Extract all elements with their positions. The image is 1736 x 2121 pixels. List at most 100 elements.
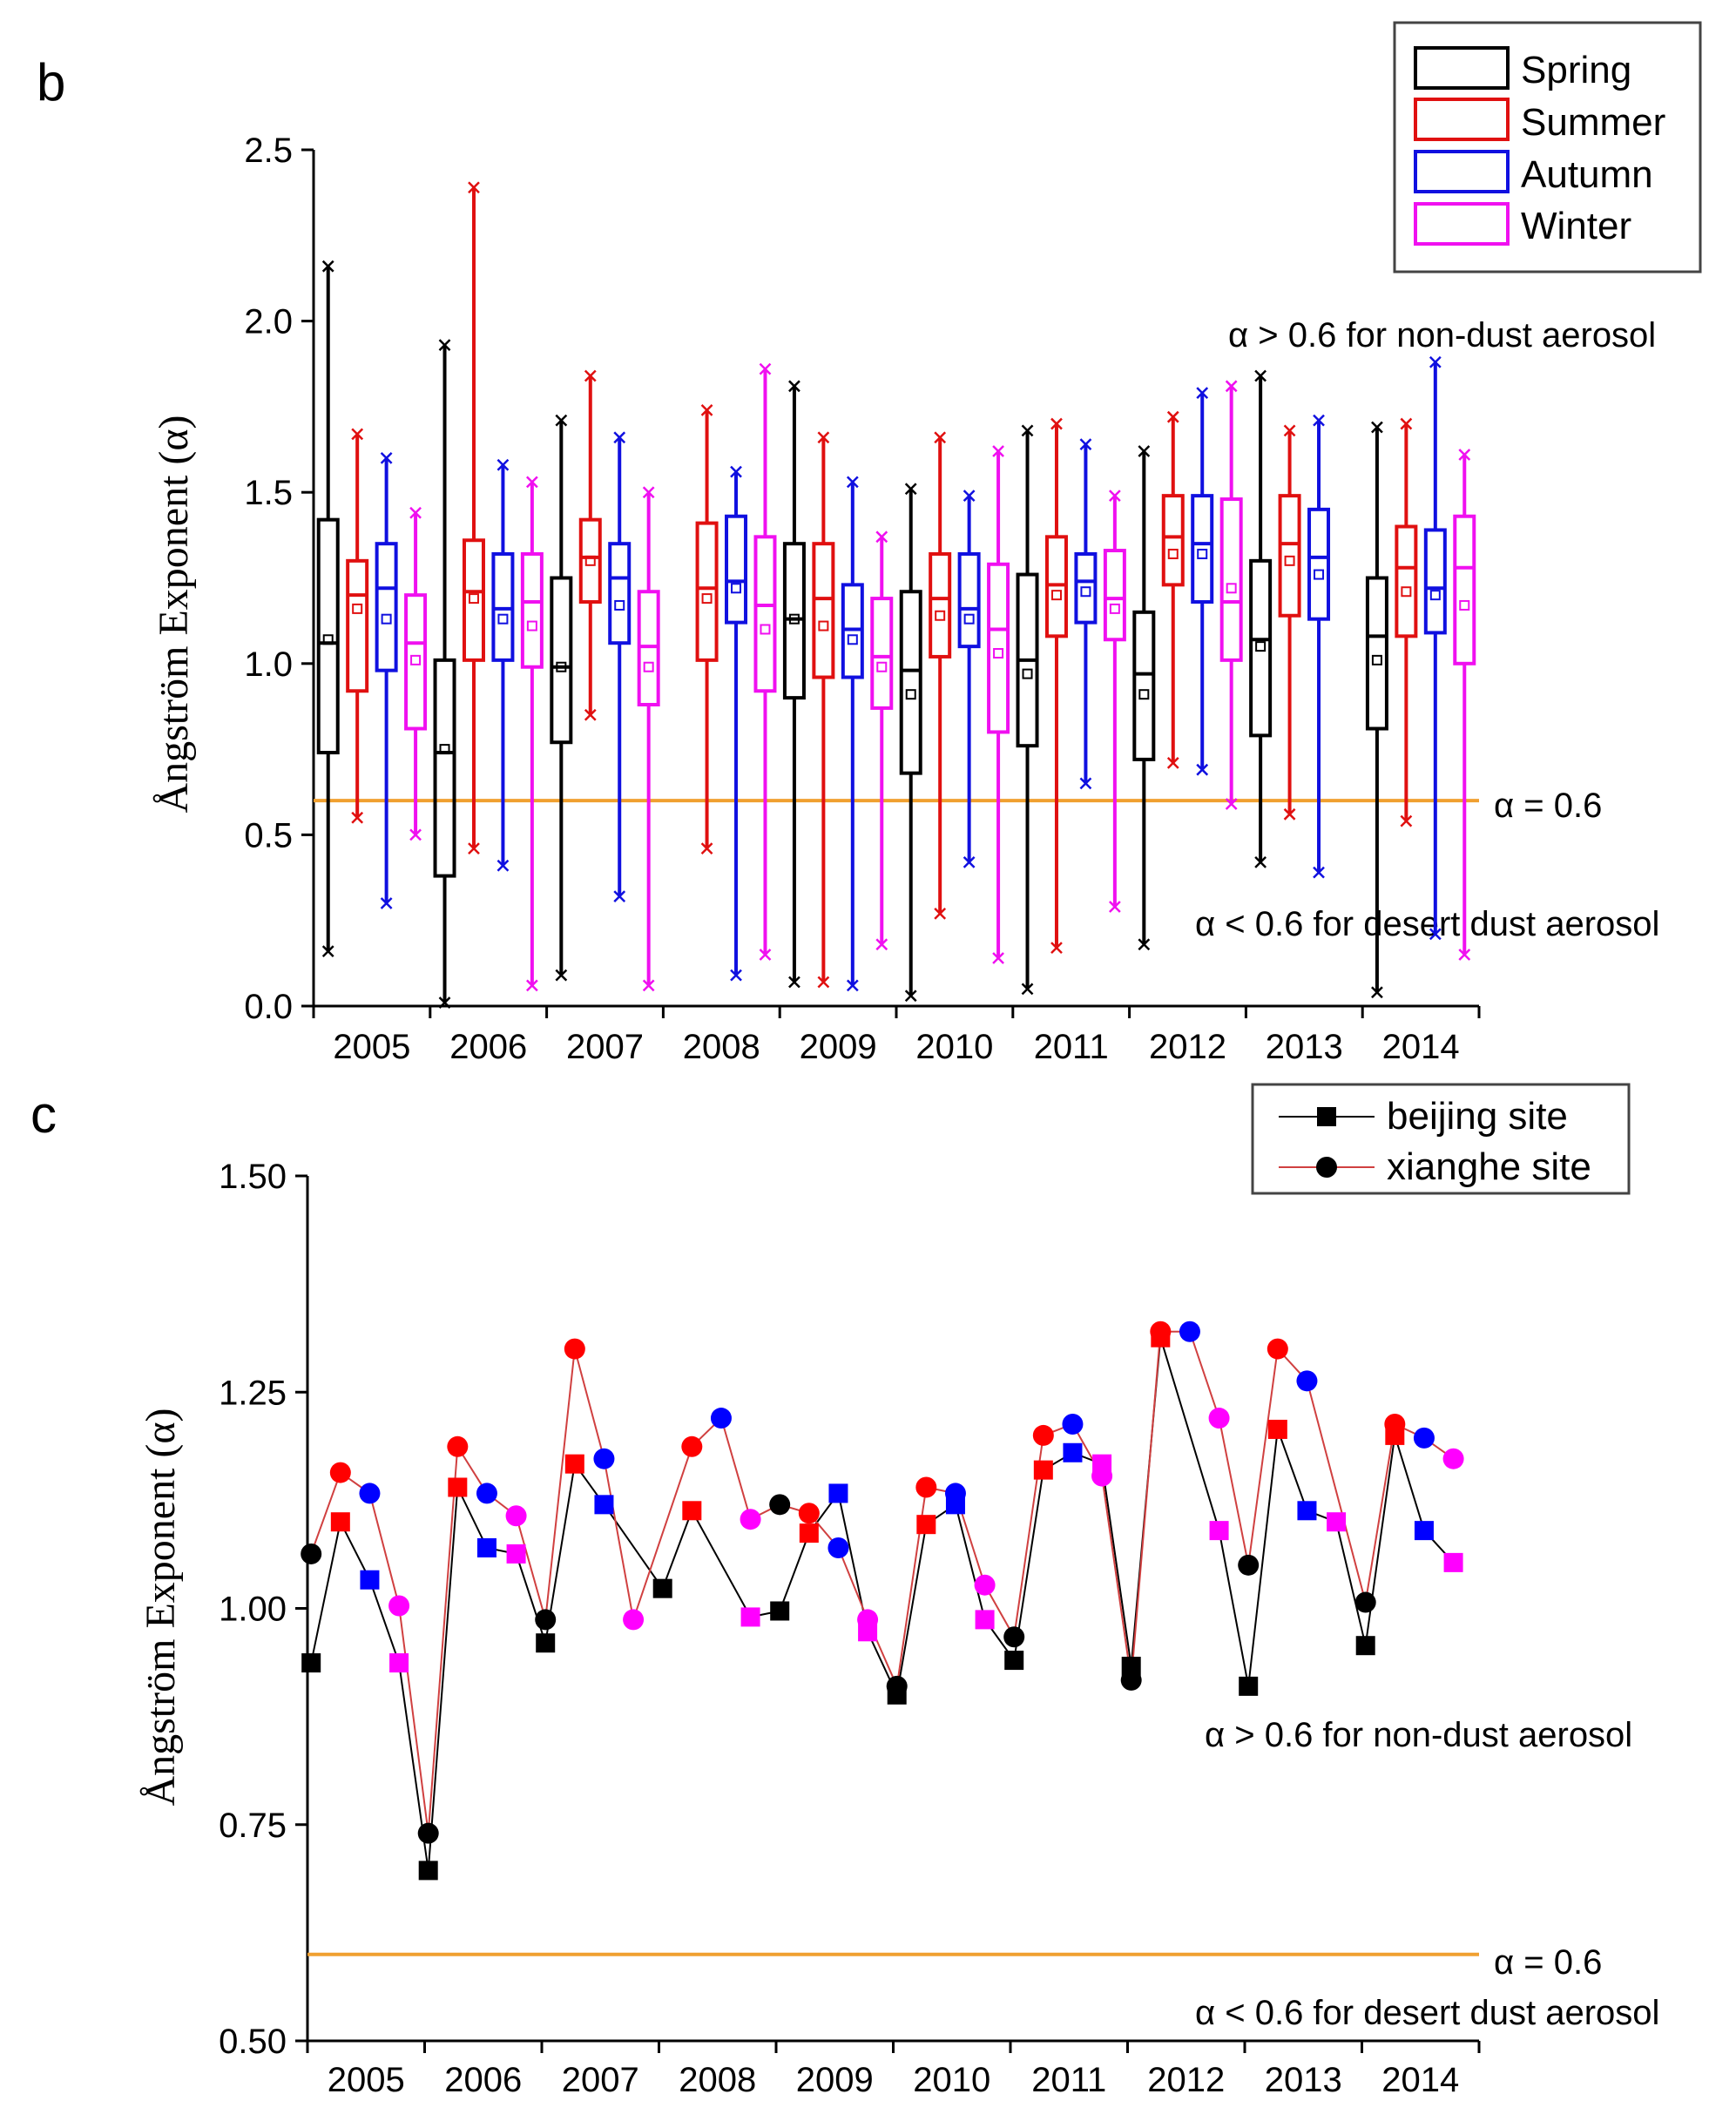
box-mean-marker (556, 661, 567, 672)
box-autumn-2012 (1191, 387, 1214, 776)
box-mean-marker (468, 593, 479, 605)
panel-b-xtick-label: 2005 (333, 1028, 410, 1066)
xianghe-point-2005-winter (388, 1595, 410, 1617)
box-mean-marker (322, 634, 334, 645)
box-body (1307, 507, 1331, 621)
panel-b-y-axis-label: Ångström Exponent (α) (151, 415, 197, 813)
xianghe-point-2010-autumn (944, 1483, 966, 1504)
box-max-marker (584, 369, 597, 382)
panel-b-ytick-label: 2.0 (244, 303, 293, 341)
box-spring-2007 (550, 414, 573, 982)
xianghe-point-2009-spring (769, 1494, 791, 1516)
box-max-marker (875, 530, 888, 544)
panel-c-xtick-label: 2009 (796, 2061, 874, 2099)
box-mean-marker (643, 661, 654, 672)
legend-label-beijing: beijing site (1387, 1095, 1568, 1138)
box-min-marker (584, 708, 597, 721)
box-body (753, 535, 777, 693)
xianghe-point-2014-autumn (1413, 1427, 1435, 1449)
box-max-marker (555, 414, 568, 427)
legend-swatch-autumn (1414, 150, 1510, 193)
xianghe-point-2013-summer (1267, 1338, 1288, 1360)
box-spring-2012 (1132, 445, 1156, 951)
beijing-point-2010-summer (916, 1515, 936, 1535)
box-min-marker (1458, 949, 1471, 961)
box-body (1395, 524, 1418, 638)
xianghe-point-2008-winter (740, 1509, 761, 1530)
panel-b-xtick-label: 2013 (1266, 1028, 1343, 1066)
box-mean-marker (1109, 603, 1120, 614)
box-max-marker (904, 483, 917, 496)
box-mean-marker (497, 613, 509, 625)
box-body (1074, 551, 1098, 625)
box-max-marker (759, 362, 772, 375)
xianghe-point-2006-autumn (476, 1483, 497, 1504)
box-body (695, 521, 719, 662)
beijing-point-2009-summer (799, 1523, 819, 1543)
panel-c-x-ticks: 2005 2006 2007 2008 2009 2010 2011 2012 2013 2014 (306, 2041, 1481, 2099)
box-mean-marker (876, 661, 888, 672)
panel-b-xtick-label: 2011 (1034, 1028, 1109, 1066)
xianghe-point-2012-spring (1120, 1669, 1142, 1691)
box-min-marker (1429, 928, 1442, 941)
beijing-point-2007-spring (536, 1633, 556, 1653)
box-min-marker (1079, 777, 1092, 790)
xianghe-point-2014-summer (1384, 1413, 1406, 1435)
beijing-point-2007-summer (564, 1454, 584, 1474)
box-spring-2005 (316, 260, 340, 957)
box-mean-marker (526, 620, 537, 632)
box-summer-2008 (695, 403, 719, 855)
panel-b-legend-frame (1393, 21, 1702, 274)
box-max-marker (934, 431, 947, 444)
panel-b-ytick-label: 0.5 (244, 816, 293, 854)
box-body (550, 576, 573, 745)
box-min-marker (321, 945, 334, 957)
box-winter-2009 (870, 530, 894, 951)
box-spring-2010 (899, 483, 922, 1003)
box-summer-2013 (1278, 424, 1301, 821)
xianghe-point-2014-winter (1442, 1448, 1464, 1469)
panel-b-ytick-label: 1.0 (244, 645, 293, 684)
box-max-marker (700, 403, 713, 416)
xianghe-point-2006-summer (447, 1435, 469, 1457)
box-max-marker (1400, 417, 1413, 430)
beijing-point-2008-summer (682, 1501, 702, 1521)
xianghe-point-2012-winter (1208, 1408, 1230, 1429)
box-min-marker (468, 842, 480, 855)
beijing-point-2005-winter (389, 1653, 409, 1673)
box-max-marker (1371, 421, 1383, 434)
box-min-marker (1283, 807, 1296, 821)
box-spring-2011 (1016, 424, 1039, 996)
box-body (1249, 558, 1273, 738)
box-mean-marker (1167, 548, 1179, 559)
legend-swatch-spring (1414, 46, 1510, 90)
xianghe-point-2008-autumn (710, 1408, 732, 1429)
box-mean-marker (1226, 583, 1237, 594)
xianghe-point-2011-autumn (1062, 1413, 1084, 1435)
box-min-marker (904, 990, 917, 1003)
beijing-point-2014-winter (1443, 1552, 1463, 1572)
xianghe-point-2012-autumn (1179, 1321, 1200, 1342)
box-min-marker (1400, 814, 1413, 827)
box-winter-2006 (520, 476, 544, 992)
box-mean-marker (701, 593, 713, 605)
beijing-point-2005-autumn (360, 1570, 380, 1590)
box-max-marker (788, 380, 800, 393)
box-body (346, 558, 369, 693)
box-min-marker (438, 996, 451, 1009)
box-summer-2010 (929, 431, 952, 920)
panel-b-box-plot: b Ångström Exponent (α) 0.0 0.5 1.0 1.5 2.0 2… (37, 21, 1702, 1066)
box-max-marker (321, 260, 334, 273)
panel-b-annotation-dust: α < 0.6 for desert dust aerosol (1195, 905, 1659, 943)
box-min-marker (817, 976, 830, 989)
panel-c-xtick-label: 2011 (1031, 2061, 1106, 2099)
xianghe-point-2005-spring (301, 1543, 322, 1564)
box-body (433, 658, 456, 878)
box-max-marker (730, 465, 742, 478)
box-autumn-2014 (1423, 355, 1447, 941)
box-body (608, 542, 632, 645)
beijing-point-2006-spring (418, 1861, 438, 1881)
xianghe-point-2007-winter (623, 1609, 645, 1631)
box-max-marker (1429, 355, 1442, 368)
